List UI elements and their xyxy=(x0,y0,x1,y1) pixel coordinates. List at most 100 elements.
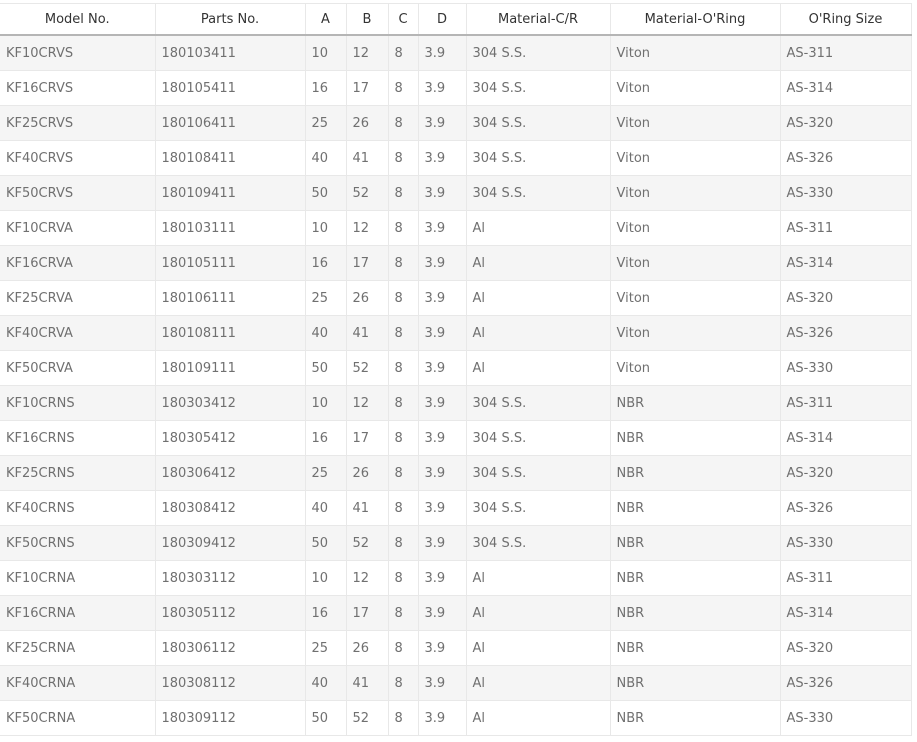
cell-material-cr: Al xyxy=(466,315,611,351)
cell-oring-size: AS-311 xyxy=(780,385,912,421)
cell-parts-no: 180305412 xyxy=(155,420,306,456)
cell-a: 40 xyxy=(305,315,347,351)
cell-parts-no: 180105111 xyxy=(155,245,306,281)
table-row: KF40CRVA 180108111 40 41 8 3.9 Al Viton AS-326 xyxy=(0,315,912,351)
cell-material-oring: Viton xyxy=(610,70,781,106)
table-row: KF40CRVS 180108411 40 41 8 3.9 304 S.S. Viton AS… xyxy=(0,140,912,176)
cell-parts-no: 180109111 xyxy=(155,350,306,386)
cell-material-cr: 304 S.S. xyxy=(466,140,611,176)
table-row: KF50CRVS 180109411 50 52 8 3.9 304 S.S. Viton AS… xyxy=(0,175,912,211)
cell-c: 8 xyxy=(388,140,419,176)
cell-c: 8 xyxy=(388,525,419,561)
cell-material-oring: Viton xyxy=(610,35,781,71)
cell-b: 12 xyxy=(346,385,389,421)
cell-oring-size: AS-320 xyxy=(780,280,912,316)
cell-material-cr: Al xyxy=(466,560,611,596)
cell-parts-no: 180108411 xyxy=(155,140,306,176)
cell-b: 52 xyxy=(346,700,389,736)
cell-material-oring: NBR xyxy=(610,665,781,701)
cell-material-cr: 304 S.S. xyxy=(466,490,611,526)
cell-parts-no: 180106111 xyxy=(155,280,306,316)
cell-material-oring: NBR xyxy=(610,525,781,561)
cell-oring-size: AS-330 xyxy=(780,525,912,561)
cell-c: 8 xyxy=(388,210,419,246)
cell-oring-size: AS-326 xyxy=(780,490,912,526)
cell-parts-no: 180109411 xyxy=(155,175,306,211)
cell-c: 8 xyxy=(388,630,419,666)
column-header-model-no: Model No. xyxy=(0,3,156,36)
cell-d: 3.9 xyxy=(418,70,467,106)
table-row: KF25CRVS 180106411 25 26 8 3.9 304 S.S. Viton AS… xyxy=(0,105,912,141)
cell-model-no: KF50CRNA xyxy=(0,700,156,736)
cell-material-oring: NBR xyxy=(610,490,781,526)
table-row: KF10CRNS 180303412 10 12 8 3.9 304 S.S. NBR AS-3… xyxy=(0,385,912,421)
table-row: KF25CRNA 180306112 25 26 8 3.9 Al NBR AS-320 xyxy=(0,630,912,666)
cell-b: 41 xyxy=(346,665,389,701)
cell-model-no: KF50CRNS xyxy=(0,525,156,561)
cell-c: 8 xyxy=(388,175,419,211)
parts-table: Model No. Parts No. A B C D Material-C/R Materi… xyxy=(0,3,912,736)
cell-b: 26 xyxy=(346,280,389,316)
cell-material-oring: NBR xyxy=(610,385,781,421)
cell-c: 8 xyxy=(388,560,419,596)
cell-c: 8 xyxy=(388,490,419,526)
cell-oring-size: AS-314 xyxy=(780,245,912,281)
cell-d: 3.9 xyxy=(418,455,467,491)
cell-parts-no: 180106411 xyxy=(155,105,306,141)
cell-a: 25 xyxy=(305,630,347,666)
cell-b: 12 xyxy=(346,560,389,596)
cell-d: 3.9 xyxy=(418,35,467,71)
cell-b: 52 xyxy=(346,175,389,211)
cell-oring-size: AS-326 xyxy=(780,665,912,701)
cell-c: 8 xyxy=(388,105,419,141)
cell-b: 41 xyxy=(346,140,389,176)
cell-model-no: KF16CRVA xyxy=(0,245,156,281)
cell-a: 40 xyxy=(305,490,347,526)
cell-model-no: KF16CRVS xyxy=(0,70,156,106)
cell-c: 8 xyxy=(388,315,419,351)
cell-model-no: KF25CRNS xyxy=(0,455,156,491)
cell-parts-no: 180308412 xyxy=(155,490,306,526)
cell-material-cr: Al xyxy=(466,630,611,666)
cell-b: 26 xyxy=(346,630,389,666)
table-row: KF16CRNS 180305412 16 17 8 3.9 304 S.S. NBR AS-3… xyxy=(0,420,912,456)
cell-parts-no: 180306412 xyxy=(155,455,306,491)
table-row: KF16CRNA 180305112 16 17 8 3.9 Al NBR AS-314 xyxy=(0,595,912,631)
cell-oring-size: AS-311 xyxy=(780,560,912,596)
cell-material-oring: NBR xyxy=(610,630,781,666)
cell-d: 3.9 xyxy=(418,245,467,281)
table-row: KF16CRVA 180105111 16 17 8 3.9 Al Viton AS-314 xyxy=(0,245,912,281)
cell-material-cr: 304 S.S. xyxy=(466,105,611,141)
cell-oring-size: AS-311 xyxy=(780,210,912,246)
cell-model-no: KF50CRVA xyxy=(0,350,156,386)
cell-material-cr: 304 S.S. xyxy=(466,70,611,106)
cell-b: 12 xyxy=(346,35,389,71)
cell-b: 26 xyxy=(346,105,389,141)
column-header-b: B xyxy=(346,3,389,36)
cell-c: 8 xyxy=(388,280,419,316)
cell-material-cr: 304 S.S. xyxy=(466,420,611,456)
column-header-material-oring: Material-O'Ring xyxy=(610,3,781,36)
cell-b: 26 xyxy=(346,455,389,491)
cell-parts-no: 180309412 xyxy=(155,525,306,561)
cell-material-cr: Al xyxy=(466,280,611,316)
table-row: KF25CRNS 180306412 25 26 8 3.9 304 S.S. NBR AS-3… xyxy=(0,455,912,491)
cell-oring-size: AS-330 xyxy=(780,175,912,211)
cell-d: 3.9 xyxy=(418,490,467,526)
cell-model-no: KF25CRVA xyxy=(0,280,156,316)
cell-d: 3.9 xyxy=(418,630,467,666)
cell-model-no: KF25CRNA xyxy=(0,630,156,666)
table-row: KF40CRNA 180308112 40 41 8 3.9 Al NBR AS-326 xyxy=(0,665,912,701)
cell-material-cr: Al xyxy=(466,210,611,246)
cell-parts-no: 180309112 xyxy=(155,700,306,736)
cell-model-no: KF16CRNS xyxy=(0,420,156,456)
column-header-material-cr: Material-C/R xyxy=(466,3,611,36)
cell-a: 25 xyxy=(305,280,347,316)
cell-oring-size: AS-314 xyxy=(780,70,912,106)
cell-oring-size: AS-326 xyxy=(780,140,912,176)
cell-a: 25 xyxy=(305,455,347,491)
cell-d: 3.9 xyxy=(418,700,467,736)
cell-parts-no: 180103111 xyxy=(155,210,306,246)
cell-c: 8 xyxy=(388,455,419,491)
cell-material-cr: 304 S.S. xyxy=(466,455,611,491)
